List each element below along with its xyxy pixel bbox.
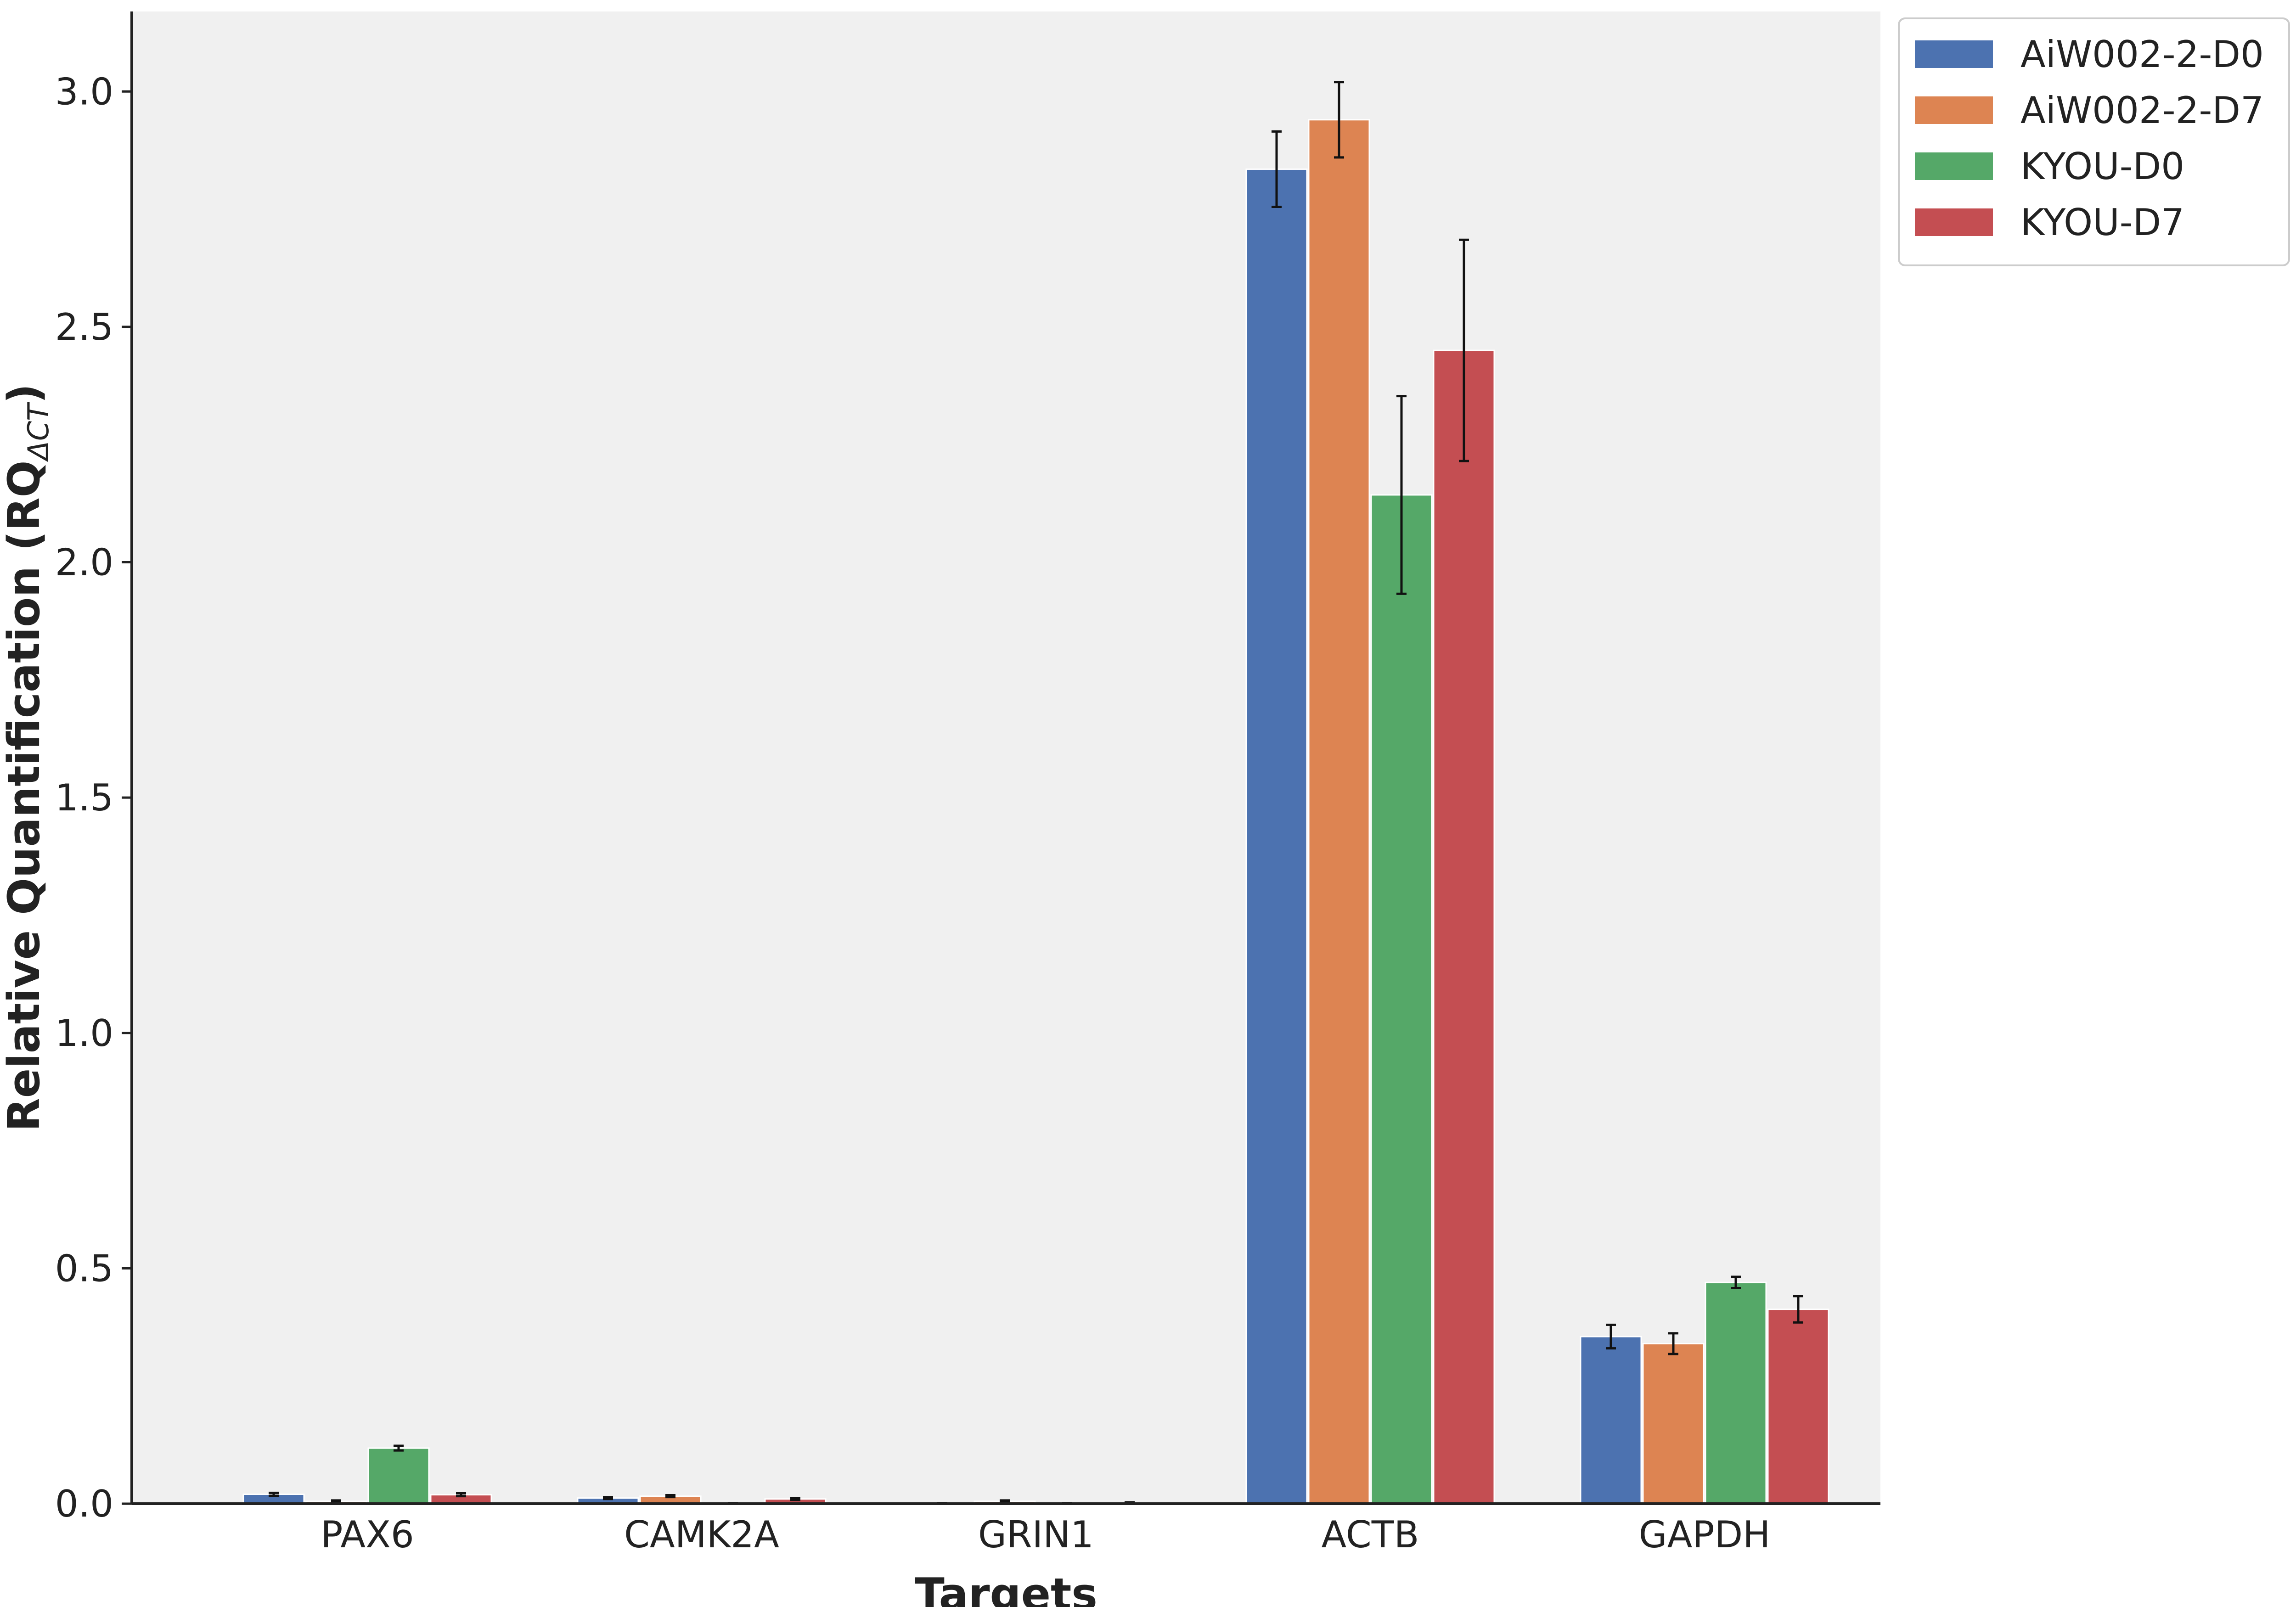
bars-layer <box>242 119 1829 1505</box>
error-bar-actb-kyou-d0 <box>1396 395 1407 595</box>
legend-entry-kyou-d0: KYOU-D0 <box>1915 145 2184 188</box>
error-bar-pax6-aiw002-2-d7 <box>331 1499 341 1504</box>
bar-gapdh-kyou-d7 <box>1767 1309 1829 1505</box>
x-tick-label-camk2a: CAMK2A <box>624 1513 779 1556</box>
y-tick-label: 1.5 <box>55 776 113 819</box>
y-tick-label: 0.0 <box>55 1483 113 1525</box>
bar-gapdh-aiw002-2-d7 <box>1642 1343 1705 1505</box>
legend-label: AiW002-2-D7 <box>2020 89 2264 132</box>
error-bar-camk2a-kyou-d7 <box>790 1497 800 1501</box>
legend-label: AiW002-2-D0 <box>2020 33 2264 76</box>
x-tick-label-gapdh: GAPDH <box>1639 1513 1771 1556</box>
error-bar-gapdh-kyou-d0 <box>1731 1275 1741 1289</box>
error-bar-pax6-aiw002-2-d0 <box>269 1491 279 1497</box>
error-bar-grin1-aiw002-2-d7 <box>1000 1499 1010 1504</box>
plot-background <box>132 11 1880 1504</box>
legend-entry-kyou-d7: KYOU-D7 <box>1915 201 2184 244</box>
error-bar-gapdh-aiw002-2-d7 <box>1668 1332 1678 1355</box>
bar-pax6-kyou-d0 <box>367 1447 430 1505</box>
legend-label: KYOU-D0 <box>2020 145 2184 188</box>
y-tick-label: 2.0 <box>55 541 113 584</box>
error-bar-actb-aiw002-2-d0 <box>1272 130 1282 208</box>
y-axis-title-close: ) <box>0 384 50 404</box>
y-tick-label: 2.5 <box>55 306 113 348</box>
bar-actb-aiw002-2-d7 <box>1308 119 1370 1505</box>
legend-swatch <box>1915 96 1993 124</box>
y-tick-label: 1.0 <box>55 1012 113 1055</box>
error-bar-pax6-kyou-d7 <box>456 1492 466 1498</box>
error-bar-actb-aiw002-2-d7 <box>1334 81 1344 159</box>
error-bar-gapdh-aiw002-2-d0 <box>1606 1323 1616 1350</box>
axes-layer <box>130 11 1880 1505</box>
y-axis-title: Relative Quantification (RQΔCT) <box>0 384 55 1132</box>
x-tick-label-pax6: PAX6 <box>321 1513 414 1556</box>
bar-actb-kyou-d0 <box>1370 494 1433 1505</box>
legend-swatch <box>1915 40 1993 68</box>
legend-frame <box>1898 17 2290 266</box>
error-bar-actb-kyou-d7 <box>1459 238 1469 462</box>
bar-actb-kyou-d7 <box>1433 349 1495 1505</box>
error-bar-pax6-kyou-d0 <box>394 1444 404 1452</box>
bar-gapdh-aiw002-2-d0 <box>1580 1336 1642 1505</box>
ticks-layer: PAX6 CAMK2A GRIN1 ACTB GAPDH 0.0 0.5 1.0 1.5 2.0 2… <box>55 70 1771 1556</box>
x-tick-label-actb: ACTB <box>1322 1513 1419 1556</box>
error-bar-gapdh-kyou-d7 <box>1793 1295 1803 1324</box>
bar-gapdh-kyou-d0 <box>1705 1281 1767 1505</box>
legend-label: KYOU-D7 <box>2020 201 2184 244</box>
x-axis-title: Targets <box>915 1569 1097 1607</box>
y-axis-title-subscript: ΔCT <box>22 402 55 462</box>
error-bar-camk2a-aiw002-2-d7 <box>665 1494 675 1499</box>
legend: AiW002-2-D0 AiW002-2-D7 KYOU-D0 KYOU-D7 <box>1898 17 2290 266</box>
error-bar-camk2a-aiw002-2-d0 <box>603 1496 613 1500</box>
legend-entry-aiw002-2-d7: AiW002-2-D7 <box>1915 89 2264 132</box>
bar-actb-aiw002-2-d0 <box>1245 168 1308 1505</box>
x-tick-label-grin1: GRIN1 <box>978 1513 1094 1556</box>
legend-swatch <box>1915 208 1993 236</box>
legend-entry-aiw002-2-d0: AiW002-2-D0 <box>1915 33 2264 76</box>
y-tick-label: 0.5 <box>55 1247 113 1290</box>
y-axis-title-main: Relative Quantification (RQ <box>0 461 50 1132</box>
y-tick-label: 3.0 <box>55 70 113 113</box>
legend-swatch <box>1915 152 1993 180</box>
